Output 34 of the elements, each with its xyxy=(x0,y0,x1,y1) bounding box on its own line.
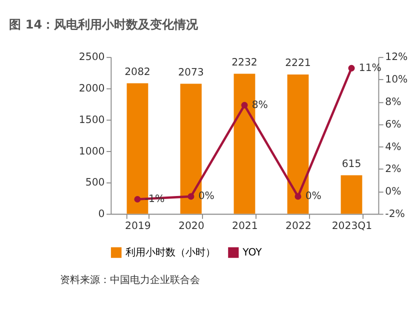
y2-tick-label: 10% xyxy=(385,74,408,86)
legend-label: 利用小时数（小时） xyxy=(125,246,216,258)
chart-title: 图 14：风电利用小时数及变化情况 xyxy=(9,17,200,32)
y-tick-label: 1500 xyxy=(78,114,105,126)
x-tick-label: 2023Q1 xyxy=(332,221,372,232)
bar xyxy=(340,175,362,214)
x-tick-label: 2022 xyxy=(286,221,312,232)
point xyxy=(241,102,248,108)
data-label: 615 xyxy=(342,158,362,170)
x-tick-label: 2020 xyxy=(178,221,204,232)
y2-tick-label: 8% xyxy=(385,97,402,108)
y-tick-label: 2000 xyxy=(78,84,105,95)
y2-tick-label: 2% xyxy=(385,164,402,176)
y2-tick-label: -2% xyxy=(385,209,406,220)
y2-tick-label: 6% xyxy=(385,119,402,130)
y-tick-label: 1000 xyxy=(78,146,105,158)
data-label: 2221 xyxy=(285,58,311,70)
data-label: 2082 xyxy=(124,66,150,78)
point xyxy=(294,193,302,200)
point xyxy=(348,64,355,72)
data-label: 2232 xyxy=(232,57,258,68)
x-tick-label: 2021 xyxy=(232,221,258,232)
text: 资料来源：中国电力企业联合会 xyxy=(60,274,200,286)
x-tick-label: 2019 xyxy=(125,221,151,232)
y-tick-label: 0 xyxy=(98,209,105,220)
y2-tick-label: 12% xyxy=(385,52,408,64)
point xyxy=(134,196,141,203)
point xyxy=(188,193,194,200)
legend-label: YOY xyxy=(242,247,263,258)
y2-tick-label: 4% xyxy=(385,142,402,153)
y-tick-label: 2500 xyxy=(78,52,105,64)
y-tick-label: 500 xyxy=(85,178,105,189)
y2-tick-label: 0% xyxy=(385,186,402,198)
data-label: 2073 xyxy=(178,67,204,78)
